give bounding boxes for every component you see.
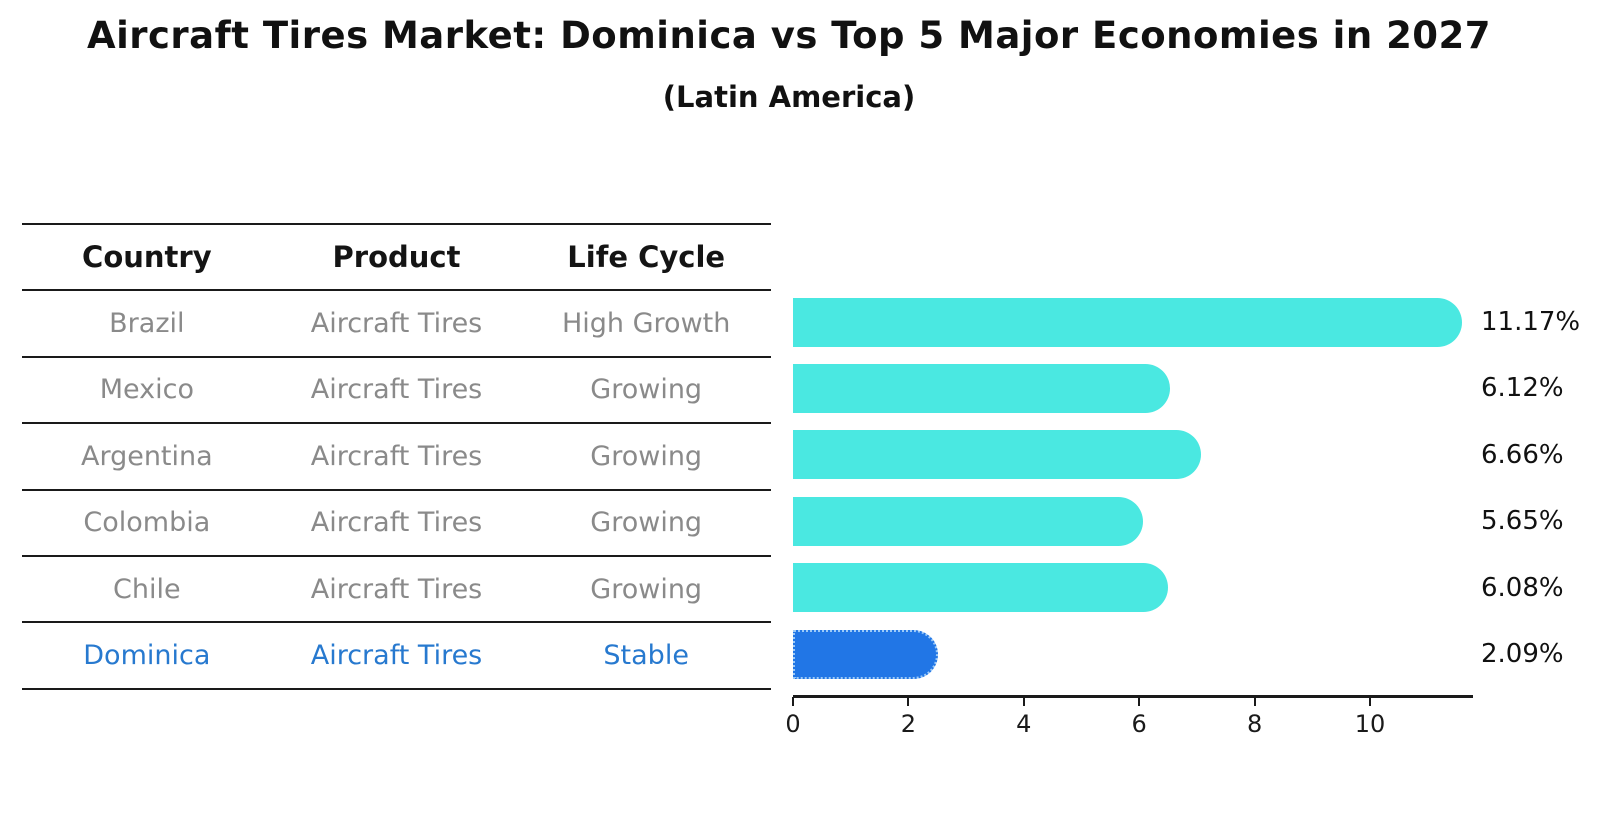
bar-chile <box>793 563 1168 613</box>
table-row: Colombia Aircraft Tires Growing <box>22 491 771 557</box>
chart-title: Aircraft Tires Market: Dominica vs Top 5… <box>86 14 1492 57</box>
x-axis-tick <box>1022 697 1025 706</box>
cell-life-cycle: Growing <box>590 507 703 539</box>
cell-country: Brazil <box>109 308 185 340</box>
cell-country: Chile <box>113 573 181 605</box>
cell-country: Argentina <box>80 440 213 472</box>
cell-life-cycle: High Growth <box>561 308 731 340</box>
x-axis-line <box>793 695 1473 698</box>
x-axis-tick-label: 10 <box>1354 710 1386 738</box>
chart-subtitle: (Latin America) <box>662 80 916 114</box>
table-row: Dominica Aircraft Tires Stable <box>22 623 771 690</box>
bar-brazil <box>793 297 1462 347</box>
cell-product: Aircraft Tires <box>310 308 483 340</box>
cell-life-cycle: Growing <box>590 374 703 406</box>
column-header-product: Product <box>332 240 461 275</box>
cell-product: Aircraft Tires <box>310 640 483 672</box>
country-table: Country Product Life Cycle Brazil Aircra… <box>22 223 771 690</box>
cell-life-cycle: Growing <box>590 440 703 472</box>
table-body: Brazil Aircraft Tires High Growth Mexico… <box>22 291 771 690</box>
bar-value-label-mexico: 6.12% <box>1481 373 1564 404</box>
cell-product: Aircraft Tires <box>310 440 483 472</box>
column-header-life-cycle: Life Cycle <box>567 240 726 275</box>
bar-argentina <box>793 430 1202 480</box>
table-row: Argentina Aircraft Tires Growing <box>22 424 771 491</box>
x-axis-tick-label: 2 <box>900 710 917 738</box>
cell-country: Colombia <box>83 507 211 539</box>
column-header-country: Country <box>82 240 212 275</box>
x-axis-tick <box>1369 697 1371 706</box>
bar-value-label-brazil: 11.17% <box>1481 307 1581 337</box>
bar-value-label-chile: 6.08% <box>1481 572 1564 603</box>
table-row: Brazil Aircraft Tires High Growth <box>22 291 771 358</box>
bar-colombia <box>793 496 1143 546</box>
x-axis-tick-label: 4 <box>1016 710 1032 738</box>
table-row: Chile Aircraft Tires Growing <box>22 557 771 624</box>
cell-product: Aircraft Tires <box>310 507 483 539</box>
cell-country: Mexico <box>99 374 194 406</box>
bar-value-label-dominica: 2.09% <box>1481 639 1564 669</box>
bar-value-label-colombia: 5.65% <box>1481 506 1564 537</box>
cell-life-cycle: Stable <box>603 640 689 672</box>
bar-value-label-argentina: 6.66% <box>1481 439 1564 470</box>
x-axis-tick <box>792 697 794 706</box>
table-header-row: Country Product Life Cycle <box>22 225 771 292</box>
table-row: Mexico Aircraft Tires Growing <box>22 358 771 425</box>
bar-dominica <box>793 629 938 679</box>
x-axis-tick-label: 0 <box>785 710 801 738</box>
cell-life-cycle: Growing <box>590 573 703 605</box>
x-axis-tick <box>1138 697 1141 706</box>
cell-product: Aircraft Tires <box>310 374 483 406</box>
cell-country: Dominica <box>83 640 211 672</box>
x-axis-tick <box>1253 697 1256 706</box>
bar-plot: 11.17% 6.12% 6.66% 5.65% 6.08% 2.09% 0 2 4 6 8 10 <box>785 223 1580 743</box>
x-axis-tick-label: 6 <box>1131 710 1147 738</box>
x-axis-tick-label: 8 <box>1246 710 1263 738</box>
bar-mexico <box>793 363 1171 413</box>
x-axis-tick <box>907 697 910 706</box>
cell-product: Aircraft Tires <box>310 573 483 605</box>
